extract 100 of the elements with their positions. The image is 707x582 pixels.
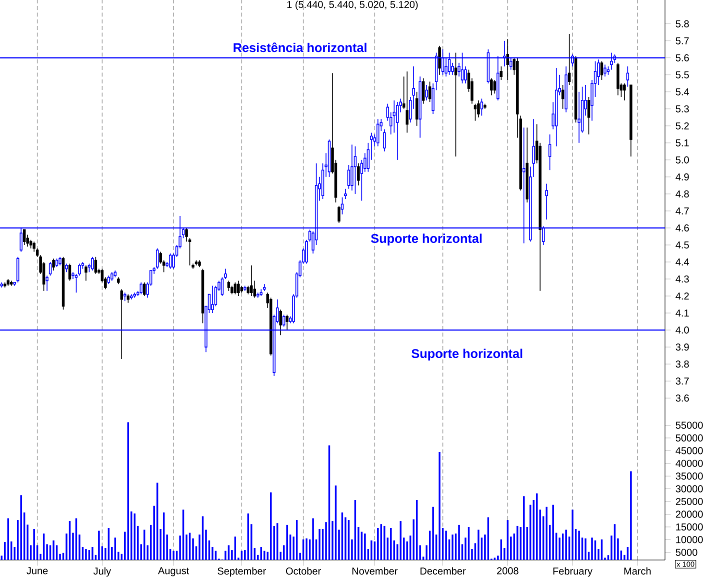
candlestick (52, 258, 55, 271)
y-tick-label: 4.9 (676, 173, 689, 180)
y-tick-label: 5.0 (676, 156, 689, 164)
candlestick (344, 188, 347, 200)
candlestick (22, 229, 26, 246)
y-tick-label: 5.5 (676, 71, 689, 78)
candlestick (392, 100, 396, 134)
ref-line-label: Suporte horizontal (412, 348, 522, 361)
x-tick-label: June (26, 567, 48, 574)
candlestick (211, 285, 214, 314)
candlestick (227, 280, 230, 292)
candlestick (545, 183, 548, 220)
x-tick-label: August (158, 567, 190, 576)
candlestick (490, 78, 493, 96)
candlestick (237, 280, 240, 296)
candlestick (438, 46, 441, 76)
y-tick-label: 5.8 (676, 20, 689, 28)
y-tick-label: 20000 (676, 510, 703, 518)
candlestick (383, 128, 386, 152)
candlestick (477, 100, 480, 118)
candlestick (350, 144, 354, 191)
y-tick-label: 50000 (676, 434, 703, 442)
y-tick-label: 5.6 (676, 54, 689, 62)
y-tick-label: 35000 (676, 472, 703, 480)
y-tick-label: 5.2 (676, 122, 689, 130)
y-tick-label: 4.5 (676, 241, 689, 248)
candlestick (347, 164, 350, 190)
y-tick-label: 15000 (676, 523, 703, 530)
x-tick-label: 2008 (497, 567, 518, 574)
y-tick-label: 4.6 (676, 224, 689, 232)
candlestick (142, 282, 146, 296)
candlestick (454, 52, 458, 157)
candlestick (120, 288, 124, 360)
candlestick (451, 62, 454, 76)
x-tick-label: July (93, 567, 112, 577)
candlestick (396, 102, 399, 160)
y-tick-label: 3.6 (676, 394, 689, 402)
y-tick-label: 4.3 (676, 275, 689, 283)
candlestick (279, 309, 282, 336)
y-tick-label: 5.1 (676, 139, 689, 146)
candlestick (48, 262, 52, 276)
candlestick (568, 34, 571, 86)
x-tick-label: October (286, 567, 321, 575)
candlestick (185, 228, 188, 242)
candlestick (140, 282, 142, 295)
candlestick (94, 256, 98, 274)
y-tick-label: 5.7 (676, 37, 689, 44)
candlestick (376, 118, 380, 147)
candlestick (474, 103, 477, 122)
candlestick (16, 256, 20, 283)
candlestick (168, 253, 172, 270)
candlestick (422, 78, 425, 104)
candlestick (561, 84, 564, 110)
x-tick-label: December (420, 567, 466, 575)
y-tick-label: 55000 (676, 422, 703, 429)
candlestick (616, 62, 620, 96)
candlestick (68, 263, 72, 282)
candlestick (354, 146, 357, 194)
candlestick (623, 82, 626, 101)
ref-line-label: Resistência horizontal (234, 42, 366, 52)
candlestick (626, 66, 630, 88)
y-tick-label: 4.4 (676, 258, 690, 266)
y-tick-label: 25000 (676, 498, 703, 506)
y-tick-label: 3.8 (676, 360, 689, 368)
candlestick (587, 96, 590, 135)
candlestick (357, 162, 360, 186)
candlestick (500, 66, 503, 80)
candlestick (425, 84, 428, 101)
x-tick-label: March (624, 567, 651, 575)
candlestick (282, 314, 286, 328)
x-tick-label: September (218, 567, 266, 577)
y-tick-label: 30000 (676, 485, 703, 492)
candlestick (84, 264, 88, 282)
y-tick-label: 45000 (676, 447, 703, 454)
y-tick-label: 3.9 (676, 344, 689, 351)
y-tick-label: 10000 (676, 536, 703, 544)
candlestick (600, 60, 604, 80)
chart-title: 1 (5.440, 5.440, 5.020, 5.120) (287, 0, 418, 10)
candlestick (604, 64, 606, 77)
x-tick-label: November (352, 567, 398, 575)
candlestick (286, 314, 288, 330)
candlestick (46, 275, 48, 292)
candlestick (250, 264, 253, 296)
candlestick (428, 81, 432, 102)
candlestick (338, 205, 340, 224)
y-tick-label: 4.2 (676, 292, 689, 300)
y-tick-label: 5.3 (676, 105, 689, 112)
candlestick (493, 80, 496, 94)
candlestick (464, 66, 467, 84)
candlestick (480, 98, 484, 116)
y-tick-label: 5000 (676, 548, 698, 556)
candlestick (234, 282, 237, 295)
y-tick-label: 4.8 (676, 190, 689, 198)
candlestick (415, 91, 418, 126)
candlestick (91, 256, 94, 271)
candlestick (548, 134, 552, 171)
candlestick (340, 196, 344, 215)
y-tick-label: 40000 (676, 460, 703, 467)
ref-line-label: Suporte horizontal (370, 234, 482, 246)
y-tick-label: 4.0 (676, 326, 689, 334)
